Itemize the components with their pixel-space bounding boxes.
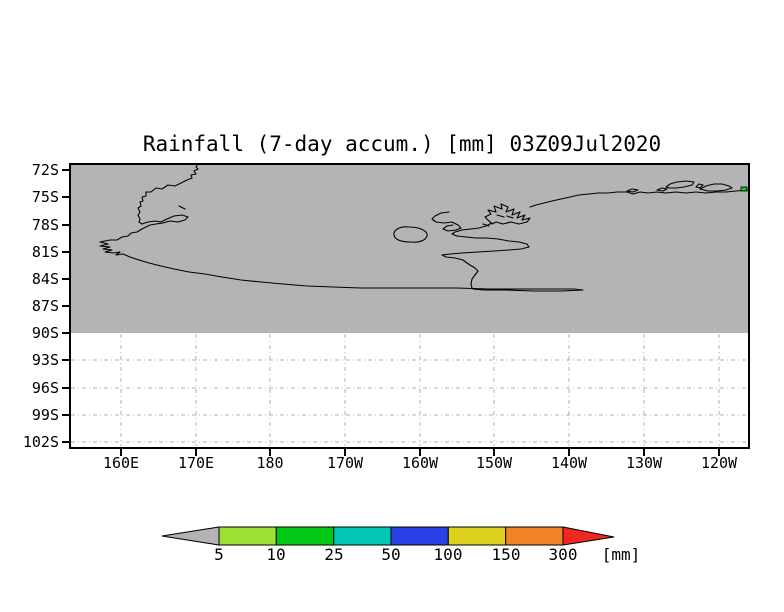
lon-tick-label: 160E	[103, 454, 139, 472]
axis-ticks	[62, 169, 720, 456]
lat-tick-label: 87S	[32, 297, 59, 315]
lon-tick-label: 170W	[327, 454, 364, 472]
lon-tick-label: 160W	[402, 454, 439, 472]
gridlines	[71, 334, 747, 446]
lon-tick-label: 130W	[626, 454, 663, 472]
colorbar: 5 10 25 50 100 150 300 [mm]	[161, 526, 641, 564]
lat-tick-label: 72S	[32, 161, 59, 179]
lat-tick-label: 78S	[32, 216, 59, 234]
lat-tick-label: 93S	[32, 351, 59, 369]
lon-tick-label: 140W	[551, 454, 588, 472]
colorbar-left-arrow	[161, 526, 220, 546]
lat-tick-label: 75S	[32, 188, 59, 206]
colorbar-unit-label: [mm]	[602, 545, 641, 564]
coastline-victoria-land-and-south-coast	[99, 163, 584, 292]
plot-title: Rainfall (7-day accum.) [mm] 03Z09Jul202…	[143, 132, 661, 156]
colorbar-level-label: 50	[381, 545, 400, 564]
lon-tick-label: 170E	[178, 454, 214, 472]
lat-tick-label: 90S	[32, 324, 59, 342]
lat-tick-label: 81S	[32, 243, 59, 261]
latitude-axis-labels: 72S 75S 78S 81S 84S 87S 90S 93S 96S 99S …	[23, 161, 59, 451]
shaded-data-region	[71, 165, 748, 333]
coastline-oval-island	[393, 226, 428, 243]
coastline-northeast-coast	[529, 189, 749, 208]
lon-tick-label: 150W	[476, 454, 513, 472]
lat-tick-label: 99S	[32, 406, 59, 424]
colorbar-level-label: 5	[214, 545, 224, 564]
colorbar-segment	[505, 526, 564, 546]
colorbar-level-label: 25	[324, 545, 343, 564]
colorbar-segment	[333, 526, 392, 546]
colorbar-level-label: 300	[549, 545, 578, 564]
colorbar-right-arrow	[562, 526, 615, 546]
colorbar-level-label: 10	[266, 545, 285, 564]
lon-tick-label: 120W	[701, 454, 738, 472]
colorbar-segment	[390, 526, 449, 546]
coastline-islands	[626, 180, 733, 193]
coastline-hook-inlet	[431, 211, 462, 232]
colorbar-segment	[218, 526, 277, 546]
rain-spot	[740, 186, 748, 192]
coastlines	[99, 163, 749, 292]
lat-tick-label: 102S	[23, 433, 59, 451]
colorbar-level-label: 150	[492, 545, 521, 564]
colorbar-segment	[275, 526, 335, 546]
lat-tick-label: 96S	[32, 379, 59, 397]
colorbar-segment	[447, 526, 507, 546]
coastline-small-mark	[178, 205, 186, 210]
lat-tick-label: 84S	[32, 270, 59, 288]
coastline-rocky-cluster	[482, 203, 531, 227]
coastline-peninsula-complex	[441, 222, 530, 289]
longitude-axis-labels: 160E 170E 180 170W 160W 150W 140W 130W 1…	[103, 454, 738, 472]
colorbar-level-label: 100	[434, 545, 463, 564]
plot-frame	[69, 163, 750, 449]
lon-tick-label: 180	[256, 454, 283, 472]
